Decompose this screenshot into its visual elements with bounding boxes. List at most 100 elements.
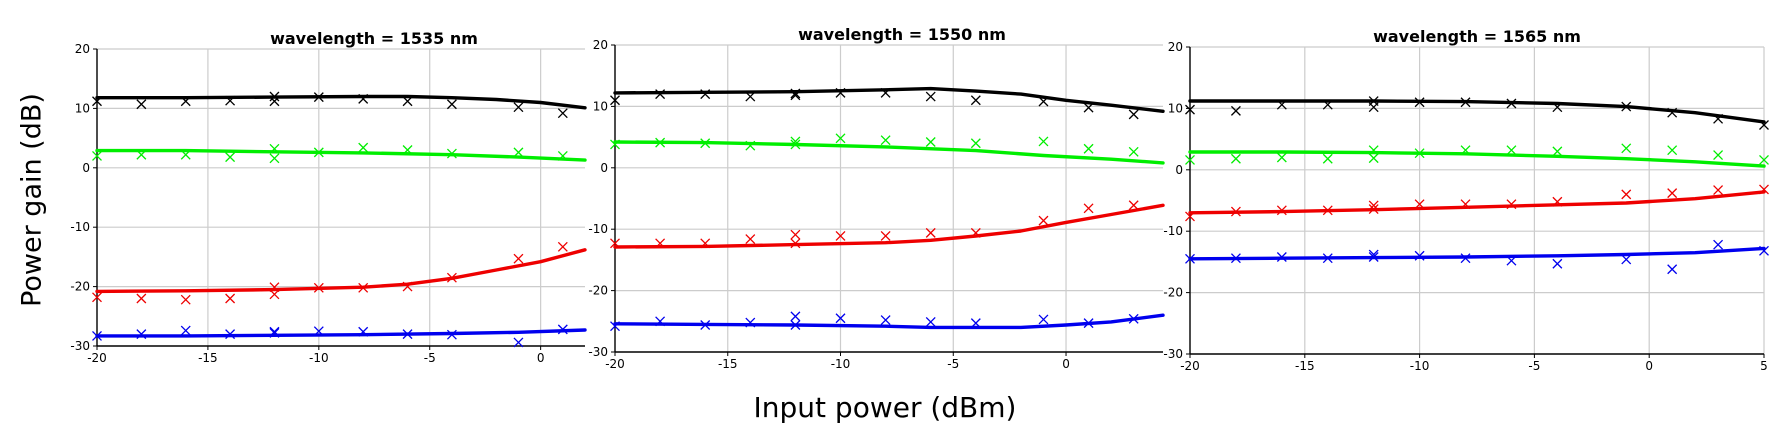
data-point-marker [1276,252,1287,262]
data-point-marker [92,96,102,107]
data-point-marker [700,138,711,149]
data-point-marker [790,311,801,322]
data-point-marker [402,145,413,155]
data-point-marker [745,140,756,151]
data-point-marker [1185,211,1195,222]
data-point-marker [925,227,936,238]
y-tick-label: -20 [1163,286,1183,300]
y-tick-label: 10 [1168,101,1183,115]
data-point-marker [835,230,846,241]
data-point-marker [1621,143,1632,154]
data-point-marker [1713,150,1724,161]
data-point-marker [745,91,756,102]
data-point-marker [225,95,236,106]
data-point-marker [1276,205,1287,216]
panel-title: wavelength = 1550 nm [798,25,1006,44]
data-point-marker [180,149,191,160]
data-point-marker [1368,252,1379,262]
x-tick-label: 5 [1760,359,1768,373]
data-point-marker [970,138,981,149]
data-point-marker [358,282,369,293]
data-point-marker [1506,98,1517,109]
data-point-marker [513,147,524,158]
data-point-marker [1230,153,1241,164]
x-tick-label: -15 [718,357,738,371]
data-point-marker [269,153,280,164]
data-point-marker [1667,188,1678,199]
data-point-marker [557,241,568,252]
data-point-marker [610,95,620,106]
data-point-marker [880,315,891,326]
series-line [95,248,587,294]
data-point-marker [1128,200,1139,211]
y-tick-label: 10 [593,99,608,113]
data-point-marker [136,293,147,304]
data-point-marker [1414,97,1425,108]
data-point-marker [970,95,981,106]
data-point-marker [180,325,191,336]
data-point-marker [225,152,236,163]
data-point-marker [1322,253,1333,264]
x-tick-label: -15 [1295,359,1315,373]
data-point-marker [1460,199,1471,210]
data-point-marker [446,329,457,340]
y-tick-label: 10 [75,101,90,115]
data-point-marker [446,148,457,159]
data-point-marker [269,91,280,102]
data-point-marker [180,96,191,107]
data-point-marker [655,89,666,100]
y-tick-label: 20 [593,38,608,52]
series-line [95,94,587,110]
data-point-marker [1083,203,1094,214]
y-tick-label: -30 [588,345,608,359]
data-point-marker [1368,102,1379,113]
data-point-marker [92,150,102,161]
data-point-marker [1368,145,1379,156]
data-point-marker [1552,102,1563,113]
x-tick-label: -5 [947,357,959,371]
data-point-marker [1038,314,1049,325]
data-point-marker [745,234,756,244]
series-line [613,203,1165,249]
panel-title: wavelength = 1565 nm [1373,27,1581,46]
x-tick-label: -15 [198,351,218,365]
data-point-marker [557,108,568,119]
x-tick-label: -10 [1410,359,1430,373]
data-point-marker [1128,109,1139,120]
data-point-marker [1038,96,1049,107]
data-point-marker [1552,146,1563,157]
data-point-marker [610,321,620,332]
data-point-marker [655,238,666,249]
data-point-marker [745,317,756,328]
data-point-marker [880,230,891,241]
data-point-marker [1713,239,1724,250]
data-point-marker [269,289,280,300]
data-point-marker [136,329,147,340]
data-point-marker [358,326,369,337]
data-point-marker [1128,146,1139,157]
data-point-marker [1185,253,1195,264]
data-point-marker [1621,189,1632,200]
data-point-marker [1368,204,1379,215]
data-point-marker [1230,206,1241,217]
series-line [95,328,587,338]
data-point-marker [136,99,147,110]
data-point-marker [513,253,524,264]
data-point-marker [446,272,457,283]
data-point-marker [557,324,568,335]
data-point-marker [1414,250,1425,261]
data-point-marker [1038,215,1049,226]
data-point-marker [1322,205,1333,216]
data-point-marker [925,91,936,102]
data-point-marker [1621,101,1632,112]
y-tick-label: -10 [588,222,608,236]
x-tick-label: -10 [831,357,851,371]
data-point-marker [1667,145,1678,156]
data-point-marker [1414,199,1425,210]
data-point-marker [1759,155,1769,165]
series-line [1188,246,1766,261]
x-tick-label: -20 [605,357,625,371]
data-point-marker [1322,99,1333,110]
data-point-marker [1230,105,1241,116]
data-point-marker [402,281,413,292]
